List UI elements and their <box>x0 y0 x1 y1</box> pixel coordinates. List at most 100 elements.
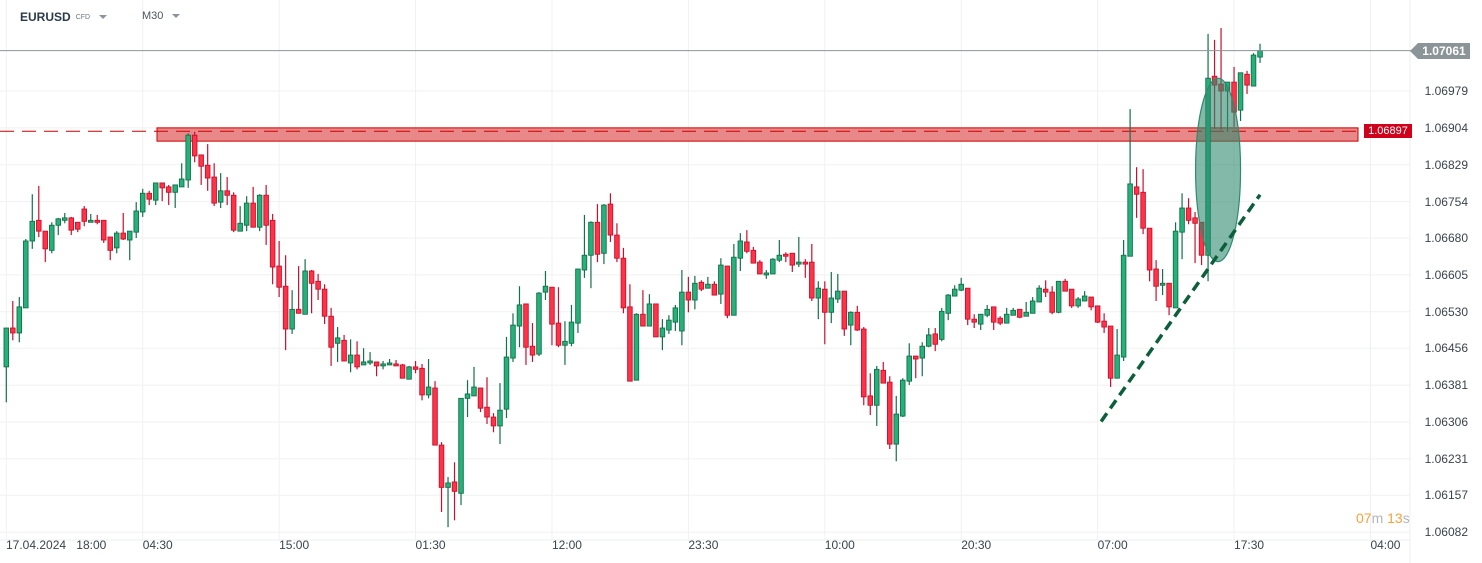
candle-body <box>484 406 490 418</box>
candle-bullish <box>425 359 432 399</box>
candle-bullish <box>1172 222 1179 309</box>
candle-body <box>107 236 113 251</box>
candle-body <box>718 264 724 295</box>
candle-body <box>406 366 412 380</box>
candle-body <box>451 481 458 492</box>
candle-bearish <box>393 360 399 367</box>
candle-bearish <box>81 206 88 227</box>
candle-bearish <box>230 192 237 233</box>
candle-bearish <box>107 236 113 261</box>
candle-body <box>237 222 243 232</box>
candle-body <box>1133 186 1140 195</box>
candle-body <box>1257 50 1263 58</box>
candle-bullish <box>178 163 185 188</box>
candle-bearish <box>750 246 757 264</box>
x-tick-label: 04:00 <box>1370 538 1401 552</box>
candle-body <box>672 307 679 323</box>
candle-bearish <box>276 240 282 298</box>
candle-body <box>977 313 984 325</box>
candle-bullish <box>516 286 523 348</box>
candle-bearish <box>295 266 302 314</box>
candle-bullish <box>1114 329 1120 379</box>
candle-body <box>815 287 822 299</box>
candle-bearish <box>1166 282 1172 316</box>
candle-body <box>341 339 347 362</box>
candle-bullish <box>958 277 964 292</box>
candle-body <box>724 265 731 316</box>
x-tick-label: 04:30 <box>142 538 173 552</box>
candle-body <box>373 361 380 367</box>
candle-bullish <box>1055 280 1062 314</box>
candle-bearish <box>120 212 126 240</box>
candle-bullish <box>925 328 932 348</box>
y-tick-label: 1.06829 <box>1424 157 1468 172</box>
candle-body <box>1049 291 1055 313</box>
candle-body <box>386 362 393 366</box>
candle-bearish <box>198 154 204 185</box>
candle-bearish <box>1016 308 1023 319</box>
candle-bearish <box>783 252 789 263</box>
candle-body <box>477 387 484 409</box>
candle-body <box>445 482 451 488</box>
candle-body <box>516 304 523 327</box>
candle-body <box>964 287 971 320</box>
candle-bearish <box>159 182 165 202</box>
dashed-trendline <box>1099 193 1262 423</box>
candle-bearish <box>861 327 867 406</box>
timeframe-label: M30 <box>142 10 164 22</box>
candle-bearish <box>263 184 269 245</box>
candle-body <box>828 297 835 313</box>
candle-body <box>139 192 146 213</box>
candle-bearish <box>1101 313 1107 333</box>
candle-body <box>302 270 308 315</box>
candle-bullish <box>334 327 341 362</box>
candle-body <box>510 324 516 359</box>
candle-bullish <box>951 285 958 297</box>
candle-body <box>633 313 640 381</box>
symbol-selector[interactable]: EURUSD CFD <box>20 10 108 24</box>
candle-body <box>887 381 893 445</box>
candle-body <box>321 288 328 317</box>
x-date-label: 17.04.2024 <box>6 538 67 552</box>
candle-body <box>542 285 549 293</box>
candle-body <box>243 202 250 226</box>
candle-bullish <box>347 339 354 373</box>
candle-body <box>822 288 828 313</box>
candle-bearish <box>354 341 360 370</box>
candle-body <box>646 303 653 327</box>
candle-body <box>354 354 360 368</box>
candle-body <box>1140 191 1146 229</box>
candle-body <box>432 387 438 446</box>
timeframe-selector[interactable]: M30 <box>142 10 181 22</box>
candle-bullish <box>945 294 951 321</box>
candle-body <box>276 265 282 288</box>
candle-body <box>731 256 737 316</box>
candle-body <box>536 292 542 355</box>
resistance-zone[interactable] <box>0 127 1364 142</box>
candle-body <box>120 232 126 240</box>
candle-bullish <box>503 336 510 419</box>
candle-bullish <box>49 222 55 254</box>
annotations[interactable] <box>1099 77 1262 423</box>
candle-body <box>36 219 42 232</box>
candle-bearish <box>607 193 614 242</box>
candle-bullish <box>672 304 679 331</box>
y-tick-label: 1.06530 <box>1424 304 1468 319</box>
candle-body <box>620 257 627 309</box>
candle-body <box>776 254 783 261</box>
candle-bearish <box>724 265 731 319</box>
x-tick-label: 01:30 <box>415 538 446 552</box>
candle-body <box>1023 311 1029 317</box>
candle-bearish <box>490 413 497 433</box>
candle-body <box>3 327 10 368</box>
candle-body <box>529 345 536 356</box>
candle-body <box>1244 73 1250 86</box>
candle-body <box>68 217 75 231</box>
candle-bullish <box>588 221 594 289</box>
candle-body <box>10 327 16 334</box>
candle-bullish <box>87 213 94 223</box>
candle-body <box>185 134 191 181</box>
candle-body <box>614 234 620 259</box>
candle-bullish <box>113 231 120 254</box>
